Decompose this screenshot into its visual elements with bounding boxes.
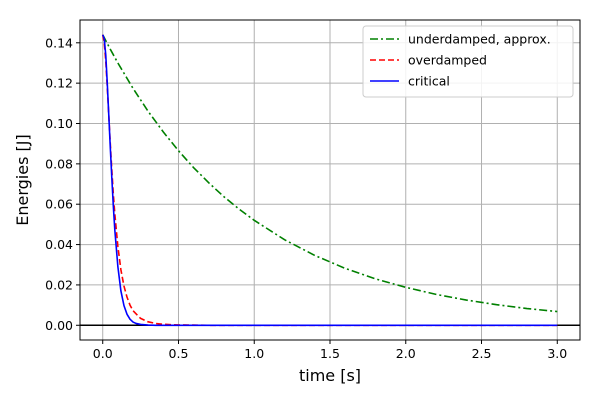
x-ticks: 0.0 0.5 1.0 1.5 2.0 2.5 3.0 xyxy=(93,340,567,361)
y-tick-label: 0.08 xyxy=(45,156,73,171)
x-tick-label: 3.0 xyxy=(547,346,567,361)
legend-label: overdamped xyxy=(408,53,487,68)
legend: underdamped, approx. overdamped critical xyxy=(362,25,574,98)
y-tick-label: 0.02 xyxy=(45,277,73,292)
series-lines xyxy=(101,34,558,327)
y-tick-label: 0.04 xyxy=(45,237,73,252)
y-tick-label: 0.00 xyxy=(45,318,73,333)
x-tick-label: 2.0 xyxy=(396,346,416,361)
x-tick-label: 2.5 xyxy=(472,346,492,361)
legend-label: underdamped, approx. xyxy=(408,32,551,47)
series-line-underdamped-approx xyxy=(102,34,558,313)
series-line-critical xyxy=(101,34,558,327)
x-tick-label: 1.5 xyxy=(320,346,340,361)
x-tick-label: 0.5 xyxy=(169,346,189,361)
plot-frame xyxy=(79,19,581,341)
y-tick-label: 0.06 xyxy=(45,197,73,212)
y-tick-label: 0.12 xyxy=(45,76,73,91)
legend-label: critical xyxy=(408,74,450,89)
y-axis-label: Energies [J] xyxy=(13,134,32,225)
x-axis-label: time [s] xyxy=(299,366,361,385)
y-tick-label: 0.10 xyxy=(45,116,73,131)
x-tick-label: 1.0 xyxy=(244,346,264,361)
y-ticks: 0.00 0.02 0.04 0.06 0.08 0.10 0.12 0.14 xyxy=(45,35,80,333)
x-tick-label: 0.0 xyxy=(93,346,113,361)
y-tick-label: 0.14 xyxy=(45,35,73,50)
legend-box xyxy=(362,25,574,98)
